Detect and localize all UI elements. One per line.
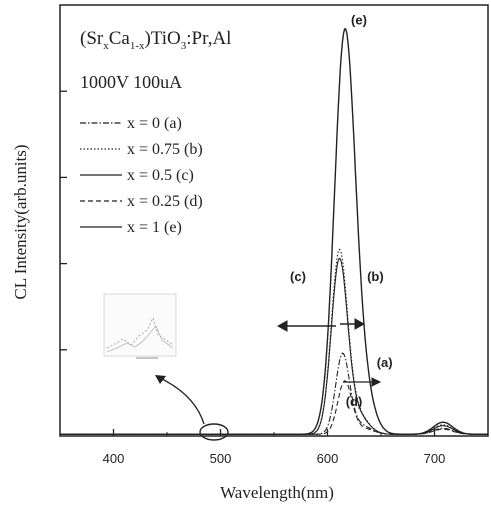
x-tick-label-700: 700 (424, 451, 446, 466)
zoom-pointer-curve (159, 377, 205, 425)
inset-thumbnail (103, 293, 177, 359)
annotation-d: (d) (346, 394, 363, 409)
inset-curve-1 (106, 316, 174, 349)
plot-frame (59, 4, 489, 437)
series-line-d (60, 380, 488, 435)
annotation-b: (b) (367, 269, 384, 284)
inset-curve-2 (106, 325, 174, 353)
series-line-a (60, 352, 488, 435)
zoom-pointer-head (155, 375, 166, 384)
x-tick-label-600: 600 (317, 451, 339, 466)
chart-title: (SrxCa1-x)TiO3:Pr,Al (80, 28, 231, 52)
annotation-a: (a) (377, 355, 393, 370)
legend-label-0: x = 0 (a) (127, 115, 182, 132)
x-tick-label-400: 400 (103, 451, 125, 466)
series-lines (60, 28, 488, 435)
legend-label-2: x = 0.5 (c) (127, 167, 194, 184)
legend: x = 0 (a) x = 0.75 (b) x = 0.5 (c) x = 0.25… (80, 115, 203, 236)
legend-label-1: x = 0.75 (b) (127, 141, 203, 158)
annotation-c: (c) (290, 269, 306, 284)
legend-label-4: x = 1 (e) (127, 219, 182, 236)
y-axis-label: CL Intensity(arb.units) (11, 144, 30, 299)
annotation-e: (e) (351, 12, 367, 27)
annotation-arrows (276, 318, 382, 387)
x-axis-label: Wavelength(nm) (220, 483, 334, 502)
legend-label-3: x = 0.25 (d) (127, 193, 203, 210)
chart-subtitle: 1000V 100uA (80, 72, 182, 92)
inset-frame (103, 293, 177, 357)
arrow-b-head (354, 318, 366, 330)
x-tick-label-500: 500 (210, 451, 232, 466)
x-axis-ticks: 400 500 600 700 (59, 429, 489, 466)
arrow-a-head (371, 377, 382, 387)
peak-annotations: (e) (b) (c) (a) (d) (290, 12, 393, 408)
y-axis-ticks (60, 90, 67, 351)
arrow-c-head (276, 320, 288, 332)
zoom-region-ellipse (199, 423, 229, 441)
